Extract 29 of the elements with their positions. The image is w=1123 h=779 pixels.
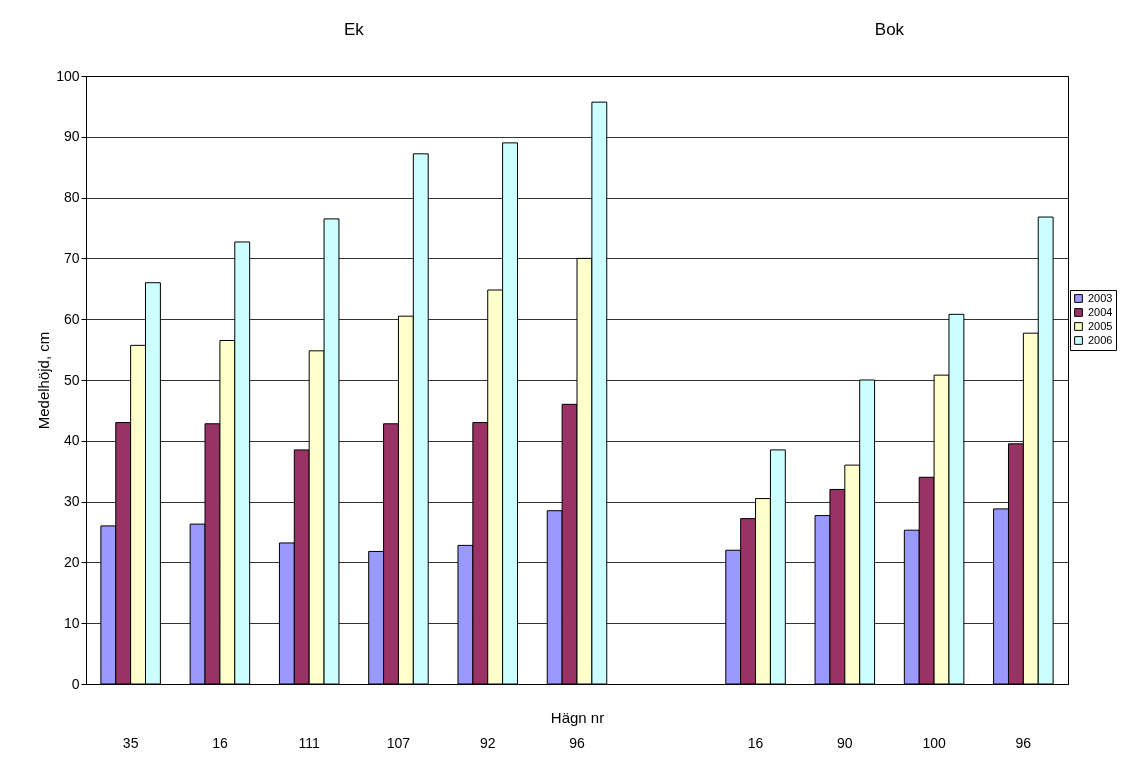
text: Bok (874, 20, 905, 39)
y-tick-label: 60 (63, 310, 80, 327)
x-tick-label: 90 (837, 734, 853, 751)
y-tick-label: 10 (63, 614, 80, 631)
y-tick-label: 90 (63, 128, 80, 145)
legend-label: 2004 (1088, 305, 1113, 318)
x-tick-label: 92 (479, 734, 496, 751)
y-tick-label: 80 (63, 189, 80, 206)
x-tick-label: 35 (122, 734, 139, 751)
y-tick-label: 50 (63, 371, 80, 388)
y-tick-label: 30 (63, 493, 80, 510)
x-tick-label: 100 (922, 734, 946, 751)
y-tick-label: 40 (63, 432, 80, 449)
x-axis-title: Hägn nr (550, 708, 605, 726)
y-tick-label: 70 (63, 249, 80, 266)
legend-label: 2005 (1088, 319, 1113, 332)
y-tick-label: 100 (56, 67, 80, 84)
y-tick-label: 20 (63, 553, 80, 570)
legend-label: 2003 (1088, 291, 1113, 304)
x-tick-label: 96 (1015, 734, 1032, 751)
text: Ek (343, 20, 365, 39)
x-tick-label: 16 (747, 734, 764, 751)
x-tick-label: 16 (212, 734, 228, 751)
x-tick-label: 96 (569, 734, 585, 751)
x-tick-label: 111 (298, 734, 321, 751)
legend-label: 2006 (1088, 333, 1113, 346)
x-tick-label: 107 (386, 734, 411, 751)
y-tick-label: 0 (71, 675, 80, 692)
y-axis-title: Medelhöjd, cm (35, 331, 53, 430)
